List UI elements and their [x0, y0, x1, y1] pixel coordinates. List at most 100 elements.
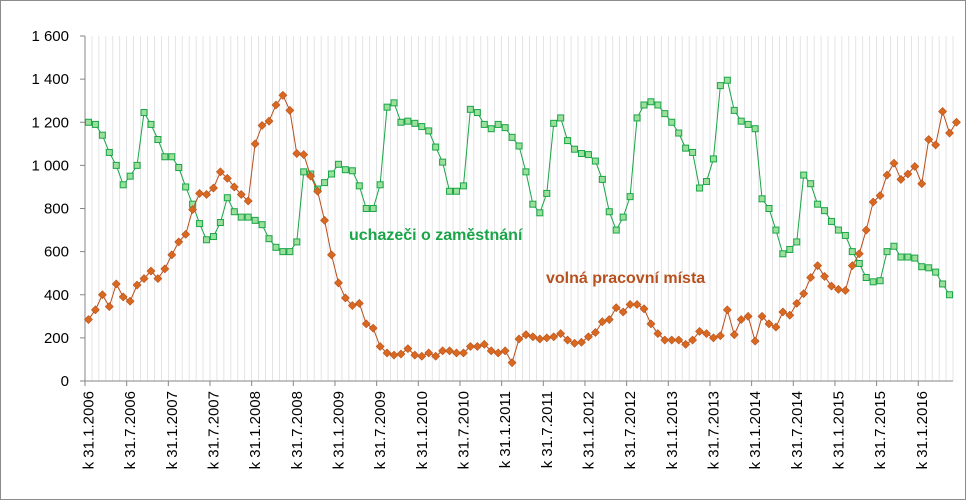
data-point	[765, 205, 773, 212]
data-point	[182, 183, 190, 191]
data-point	[611, 303, 621, 313]
data-point	[730, 106, 738, 114]
data-point	[473, 109, 481, 117]
data-point	[918, 263, 926, 271]
data-point	[91, 120, 99, 128]
data-point	[119, 181, 127, 189]
data-point	[174, 237, 184, 247]
data-point	[751, 125, 759, 133]
data-point	[854, 249, 864, 259]
data-point	[820, 271, 829, 281]
data-point	[279, 248, 287, 256]
data-point	[321, 179, 329, 187]
data-point	[778, 307, 788, 317]
y-tick-label: 1 600	[31, 28, 69, 45]
data-point	[813, 261, 823, 271]
x-tick-label: k 31.1.2012	[580, 391, 597, 469]
data-point	[945, 128, 954, 138]
data-point	[896, 174, 906, 184]
data-point	[286, 248, 294, 256]
labels: uchazeči o zaměstnání volná pracovní mís…	[349, 227, 705, 287]
x-tick-label: k 31.7.2010	[455, 391, 472, 469]
x-tick-label: k 31.1.2010	[414, 391, 431, 469]
data-point	[272, 243, 280, 251]
data-point	[882, 170, 892, 180]
data-point	[653, 329, 663, 338]
data-point	[250, 139, 260, 149]
data-point	[369, 205, 377, 212]
data-point	[785, 310, 795, 320]
data-point	[696, 184, 704, 192]
data-point	[334, 160, 342, 168]
data-point	[487, 125, 495, 133]
data-point	[584, 151, 592, 159]
data-point	[431, 351, 441, 361]
data-point	[215, 167, 225, 177]
x-tick-label: k 31.7.2011	[539, 391, 556, 468]
data-point	[772, 226, 780, 234]
data-point	[97, 290, 107, 300]
data-point	[875, 191, 885, 200]
data-point	[403, 344, 413, 354]
data-point	[341, 166, 349, 174]
data-point	[952, 117, 961, 127]
x-tick-label: k 31.7.2008	[289, 391, 306, 469]
data-point	[729, 330, 739, 340]
data-point	[667, 335, 677, 345]
data-point	[375, 342, 385, 351]
data-point	[840, 286, 850, 295]
x-tick-label: k 31.1.2011	[497, 391, 514, 468]
data-point	[84, 315, 93, 324]
data-point	[841, 231, 849, 239]
data-point	[446, 187, 454, 195]
series-line	[88, 79, 950, 296]
data-point	[639, 304, 649, 314]
data-point	[939, 280, 947, 288]
y-tick-label: 800	[44, 201, 69, 218]
data-point	[453, 187, 461, 195]
data-point	[911, 254, 919, 262]
x-tick-label: k 31.1.2013	[664, 391, 681, 469]
data-point	[675, 129, 683, 137]
data-point	[814, 200, 822, 208]
data-point	[779, 250, 787, 258]
data-point	[521, 330, 531, 340]
data-point	[390, 99, 398, 107]
data-point	[195, 188, 205, 198]
data-point	[626, 193, 634, 201]
data-point	[633, 114, 641, 122]
data-point	[571, 145, 579, 153]
data-point	[306, 171, 316, 181]
data-point	[236, 190, 246, 199]
data-point	[418, 123, 426, 131]
data-point	[230, 208, 238, 216]
data-point	[334, 278, 343, 288]
series-label-vacancies: volná pracovní místa	[546, 270, 705, 287]
data-point	[577, 150, 585, 158]
data-point	[508, 133, 516, 141]
data-point	[410, 350, 420, 360]
data-point	[862, 274, 870, 281]
data-point	[758, 195, 766, 203]
data-point	[833, 284, 843, 294]
data-point	[682, 144, 690, 152]
series-vacancies	[84, 90, 961, 368]
data-point	[654, 101, 662, 109]
data-point	[486, 346, 496, 356]
data-point	[688, 335, 698, 345]
y-tick-label: 400	[44, 287, 69, 304]
data-point	[111, 279, 121, 289]
data-point	[146, 266, 156, 276]
data-point	[299, 150, 309, 160]
data-point	[931, 140, 941, 150]
data-point	[903, 169, 913, 179]
data-point	[681, 339, 691, 349]
data-point	[514, 334, 524, 344]
data-point	[209, 233, 217, 241]
data-point	[598, 175, 606, 183]
data-point	[90, 305, 100, 315]
data-point	[590, 328, 600, 337]
data-point	[243, 196, 253, 206]
